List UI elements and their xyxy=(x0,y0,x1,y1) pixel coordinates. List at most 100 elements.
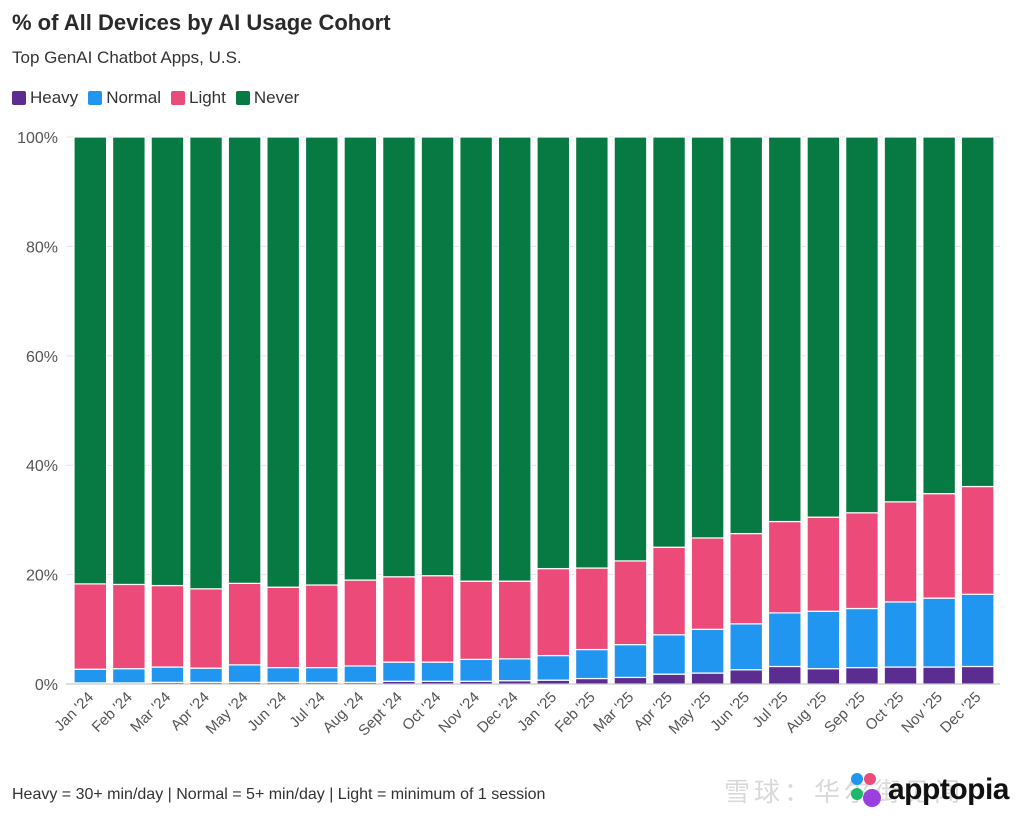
bar-segment-never xyxy=(652,136,686,548)
bar-segment-light xyxy=(922,493,957,599)
x-tick-label: Jan '24 xyxy=(51,689,97,735)
bar-segment-never xyxy=(266,136,301,588)
bar-segment-light xyxy=(806,516,841,612)
bar-segment-light xyxy=(960,485,995,595)
apptopia-logo-icon xyxy=(851,773,881,807)
bar-segment-normal xyxy=(883,601,918,668)
bar-segment-heavy xyxy=(767,665,802,685)
y-tick-label: 40% xyxy=(26,458,58,475)
x-tick-label: Aug '25 xyxy=(783,689,831,737)
bar-segment-normal xyxy=(73,668,108,684)
bar-segment-normal xyxy=(304,666,339,683)
bar-segment-heavy xyxy=(613,676,648,685)
bar-segment-heavy xyxy=(690,672,725,685)
x-tick-label: Mar '25 xyxy=(590,689,637,736)
bar-segment-light xyxy=(343,579,378,667)
y-tick-label: 100% xyxy=(17,130,58,147)
bar-segment-normal xyxy=(189,667,223,683)
x-tick-label: May '25 xyxy=(666,689,715,738)
bar-segment-light xyxy=(613,560,648,646)
bar-segment-heavy xyxy=(883,666,918,685)
watermark: 雪球：华尔街见闻 xyxy=(724,777,965,807)
bar-segment-normal xyxy=(459,658,494,682)
legend-swatch-heavy xyxy=(12,91,26,105)
apptopia-logo: apptopia xyxy=(848,770,1010,810)
bar-segment-never xyxy=(574,136,609,569)
bar-segment-normal xyxy=(806,610,841,670)
bar-segment-never xyxy=(111,136,146,586)
x-tick-label: Jun '25 xyxy=(707,689,753,735)
bar-segment-normal xyxy=(613,644,648,679)
x-tick-label: Jan '25 xyxy=(514,689,560,735)
bar-segment-never xyxy=(922,136,957,495)
x-tick-label: Nov '25 xyxy=(898,689,946,737)
legend-label: Light xyxy=(188,88,226,107)
bar-segment-light xyxy=(304,584,339,669)
legend-swatch-normal xyxy=(88,91,103,105)
chart-title: % of All Devices by AI Usage Cohort xyxy=(12,10,391,35)
y-tick-label: 0% xyxy=(35,677,58,694)
bar-segment-never xyxy=(960,136,995,488)
bar-segment-light xyxy=(883,501,918,603)
bar-segment-never xyxy=(304,136,339,586)
bar-segment-never xyxy=(729,136,764,535)
bar-segment-never xyxy=(189,136,223,590)
bar-segment-never xyxy=(497,136,532,582)
bar-segment-normal xyxy=(343,665,378,683)
bar-segment-never xyxy=(73,136,108,585)
bar-segment-normal xyxy=(382,661,416,682)
x-tick-label: Feb '25 xyxy=(552,689,599,736)
bar-segment-never xyxy=(420,136,455,577)
bar-segment-light xyxy=(73,583,108,670)
bar-segment-never xyxy=(767,136,802,523)
x-tick-label: Dec '24 xyxy=(474,689,522,737)
bar-segment-normal xyxy=(767,612,802,668)
legend-label: Never xyxy=(253,88,300,107)
bar-segment-heavy xyxy=(574,677,609,685)
bar-segment-heavy xyxy=(960,665,995,685)
bar-segment-normal xyxy=(729,623,764,671)
x-tick-label: Jun '24 xyxy=(244,689,290,735)
bar-segment-normal xyxy=(266,666,301,683)
bar-segment-normal xyxy=(690,628,725,674)
bar-segment-light xyxy=(420,575,455,663)
bar-segment-light xyxy=(497,580,532,660)
bar-segment-light xyxy=(266,586,301,669)
bar-segment-light xyxy=(459,580,494,660)
legend-item-light: Light xyxy=(170,88,226,108)
bar-segment-heavy xyxy=(806,668,841,685)
bar-segment-light xyxy=(690,537,725,630)
legend-label: Heavy xyxy=(30,88,79,107)
x-tick-label: May '24 xyxy=(203,689,252,738)
bar-segment-light xyxy=(382,576,416,663)
legend-item-normal: Normal xyxy=(88,88,161,108)
x-tick-label: Feb '24 xyxy=(89,689,136,736)
x-tick-label: Mar '24 xyxy=(127,689,174,736)
y-tick-label: 60% xyxy=(26,349,58,366)
x-tick-label: Sep '25 xyxy=(821,689,869,737)
bar-segment-normal xyxy=(111,668,146,684)
bar-segment-light xyxy=(111,583,146,670)
bar-segment-never xyxy=(150,136,185,587)
bar-segment-heavy xyxy=(652,673,686,685)
bar-segment-light xyxy=(227,582,262,666)
bar-segment-light xyxy=(189,588,223,669)
chart-subtitle: Top GenAI Chatbot Apps, U.S. xyxy=(12,48,242,67)
bar-segment-light xyxy=(729,532,764,625)
bar-segment-never xyxy=(883,136,918,503)
legend: Heavy Normal Light Never xyxy=(12,88,309,108)
y-tick-label: 20% xyxy=(26,568,58,585)
x-tick-label: Dec '25 xyxy=(937,689,985,737)
legend-item-never: Never xyxy=(235,88,300,108)
x-tick-label: Nov '24 xyxy=(435,689,483,737)
legend-label: Normal xyxy=(106,88,161,107)
bar-segment-light xyxy=(652,546,686,636)
bar-segment-light xyxy=(536,567,571,657)
bar-segment-never xyxy=(845,136,879,514)
bar-segment-normal xyxy=(150,666,185,683)
bar-segment-normal xyxy=(574,648,609,680)
bar-segment-never xyxy=(806,136,841,518)
apptopia-logo-text: apptopia xyxy=(888,773,1010,806)
bar-segment-never xyxy=(690,136,725,539)
